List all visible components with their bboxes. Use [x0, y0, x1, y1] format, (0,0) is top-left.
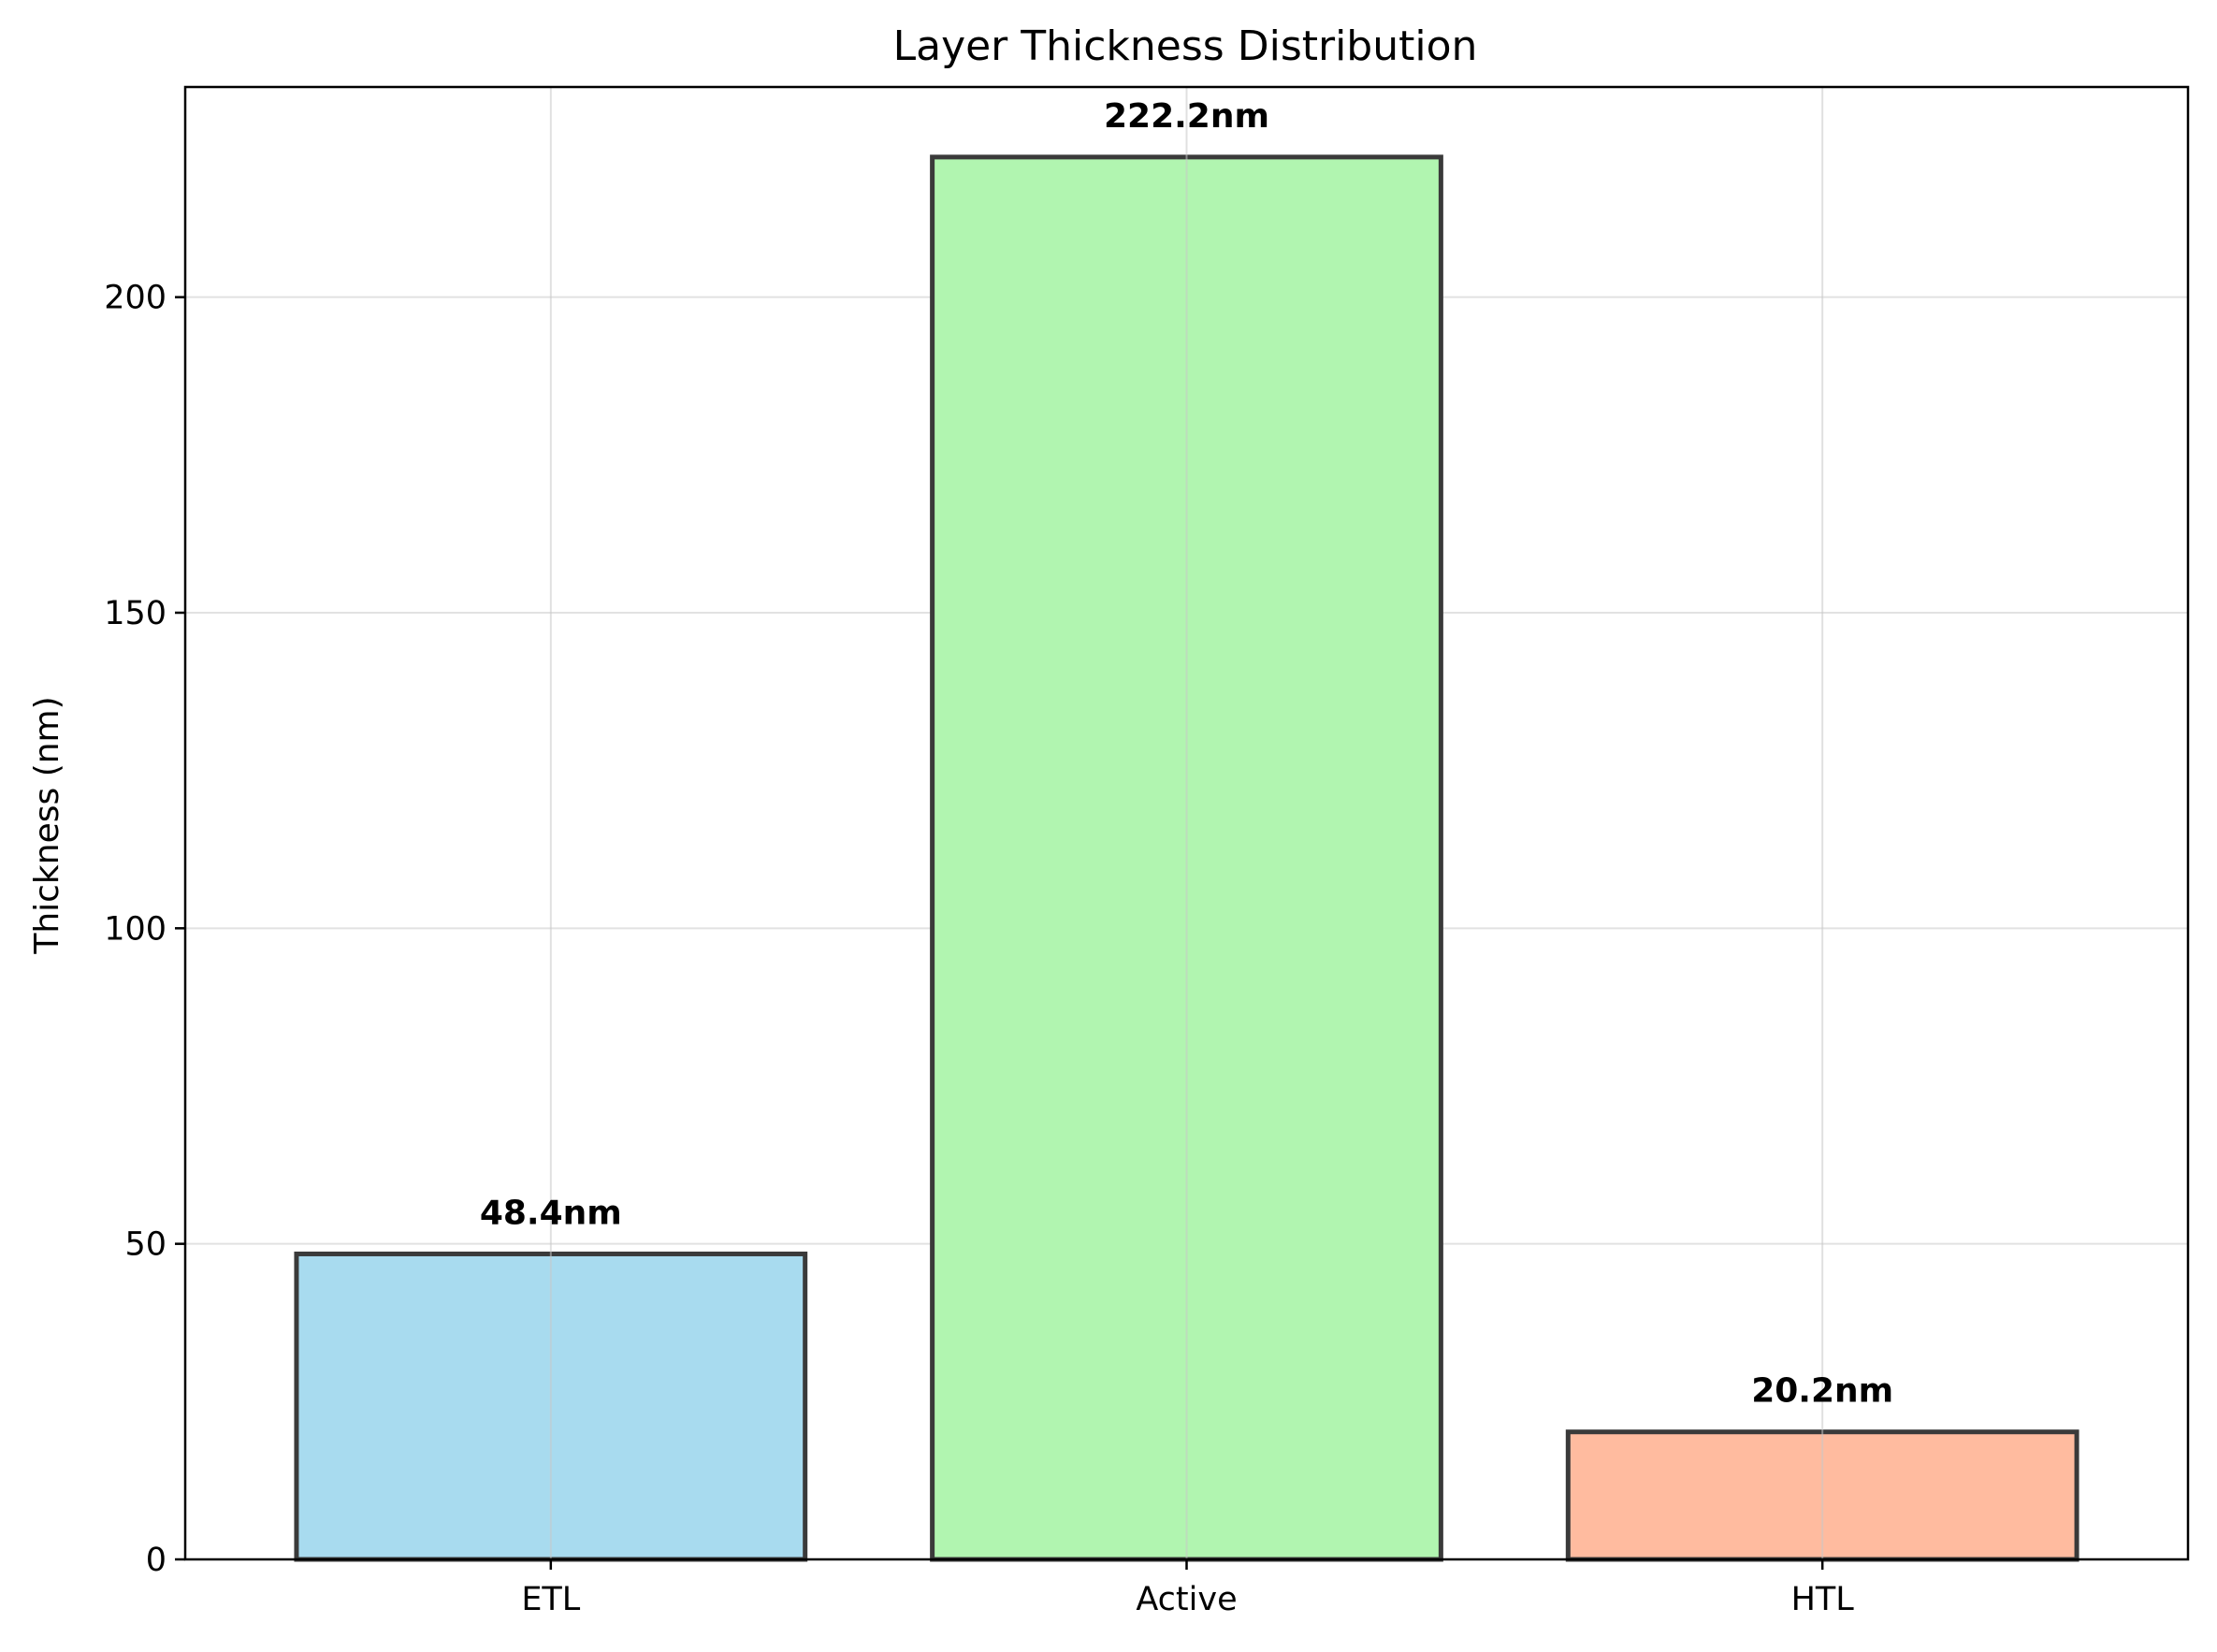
- x-tick-label: HTL: [1791, 1581, 1855, 1618]
- y-tick-label: 150: [104, 595, 167, 632]
- y-tick-label: 50: [124, 1226, 167, 1264]
- grid-lines-front: [549, 87, 1824, 1559]
- value-label: 48.4nm: [480, 1194, 622, 1232]
- value-labels: 48.4nm 222.2nm 20.2nm: [480, 97, 1893, 1411]
- value-label: 222.2nm: [1104, 97, 1269, 136]
- y-tick-label: 200: [104, 280, 167, 317]
- value-label: 20.2nm: [1751, 1372, 1893, 1411]
- x-tick-label: ETL: [521, 1581, 580, 1618]
- y-tick-label: 100: [104, 910, 167, 948]
- y-axis-label: Thickness (nm): [28, 696, 66, 954]
- axis-ticks: 0 50 100 150 200 ETL Active HTL: [104, 280, 1854, 1618]
- y-tick-label: 0: [146, 1542, 167, 1579]
- chart-title: Layer Thickness Distribution: [893, 22, 1478, 70]
- x-tick-label: Active: [1136, 1581, 1237, 1618]
